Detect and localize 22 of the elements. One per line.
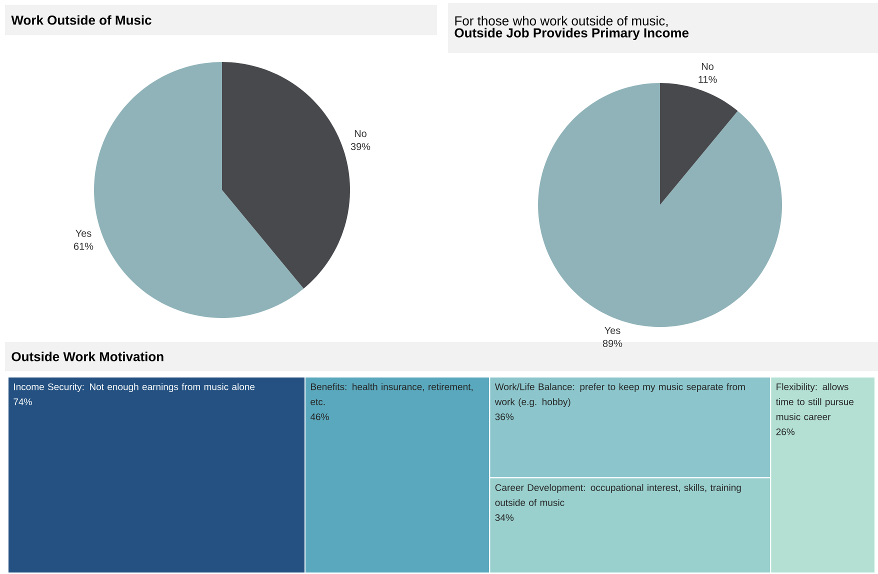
slice-label: Yes (76, 230, 92, 238)
category-label: Career Development: occupational interest, skills, training outside of music (495, 484, 741, 506)
text: Outside Work Motivation (12, 352, 164, 362)
slice-label: No (354, 130, 366, 138)
category-label: Income Security: Not enough earnings from music alone (14, 383, 255, 392)
data-label: 46% (310, 414, 329, 420)
category-label: Benefits: health insurance, retirement, etc. (310, 383, 473, 406)
data-label: 61% (74, 243, 94, 250)
data-label: 74% (14, 398, 32, 406)
category-label: Flexibility: allows time to still pursue music career (776, 383, 854, 420)
data-label: 34% (495, 514, 514, 522)
slice-label: No (702, 63, 714, 70)
chart-title: Outside Job Provides Primary Income (454, 28, 689, 40)
chart-subtitle: For those who work outside of music, (455, 16, 668, 28)
data-label: 36% (495, 414, 514, 420)
data-label: 39% (350, 143, 370, 150)
data-label: 26% (776, 428, 795, 436)
slice-label: Yes (604, 327, 620, 334)
chart-title: Work Outside of Music (11, 15, 152, 26)
category-label: Work/Life Balance: prefer to keep my music separate from work (e.g. hobby) (494, 383, 745, 408)
data-label: 11% (698, 76, 717, 84)
data-label: 89% (602, 340, 622, 348)
